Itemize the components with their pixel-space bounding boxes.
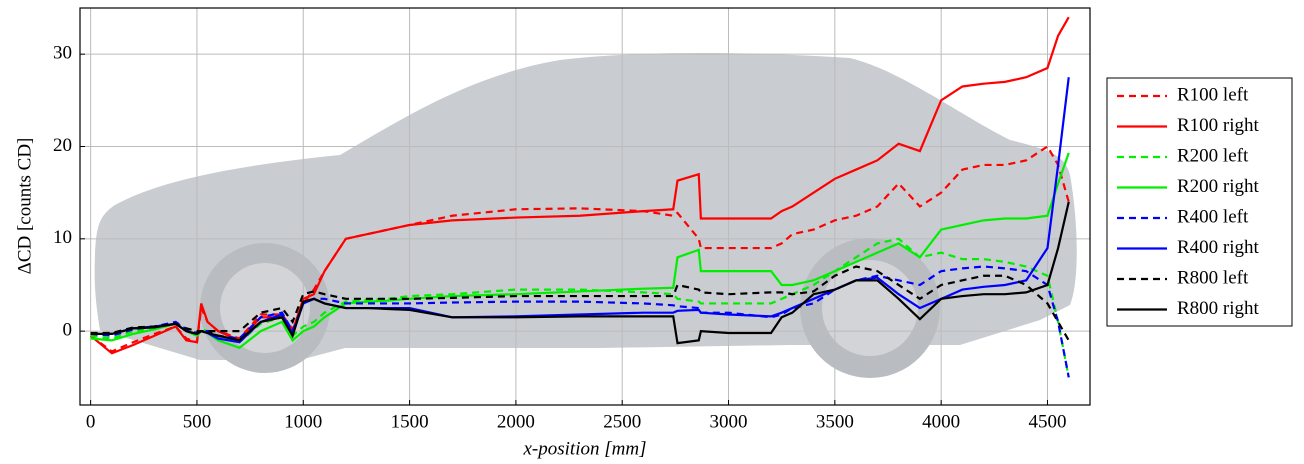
x-tick-label: 1500 xyxy=(391,411,429,432)
legend-label: R400 right xyxy=(1177,237,1260,258)
x-tick-label: 2000 xyxy=(497,411,535,432)
legend-label: R200 right xyxy=(1177,176,1260,197)
legend-box xyxy=(1106,77,1293,327)
series-line xyxy=(89,144,1070,353)
x-tick-label: 1000 xyxy=(284,411,322,432)
y-tick-label: 0 xyxy=(63,319,73,340)
x-tick-label: 2500 xyxy=(603,411,641,432)
legend-label: R100 right xyxy=(1177,115,1260,136)
series-line xyxy=(90,201,1070,345)
y-tick-label: 10 xyxy=(53,227,72,248)
x-tick-label: 3500 xyxy=(816,411,854,432)
series-line xyxy=(89,16,1070,355)
x-tick-label: 4500 xyxy=(1028,411,1066,432)
x-tick-label: 500 xyxy=(183,411,212,432)
series-line xyxy=(90,237,1070,378)
y-axis-label: ΔCD [counts CD] xyxy=(14,138,35,275)
legend-label: R800 left xyxy=(1177,267,1249,288)
y-tick-label: 20 xyxy=(53,135,72,156)
x-tick-label: 0 xyxy=(86,411,96,432)
legend-label: R200 left xyxy=(1177,145,1249,166)
x-tick-label: 4000 xyxy=(922,411,960,432)
legend-label: R400 left xyxy=(1177,206,1249,227)
y-tick-label: 30 xyxy=(53,43,72,64)
legend-label: R100 left xyxy=(1177,84,1249,105)
series-line xyxy=(90,265,1070,341)
x-tick-label: 3000 xyxy=(710,411,748,432)
legend-label: R800 right xyxy=(1177,298,1260,319)
plot-frame xyxy=(79,7,1091,406)
x-axis-label: x-position [mm] xyxy=(523,438,647,459)
